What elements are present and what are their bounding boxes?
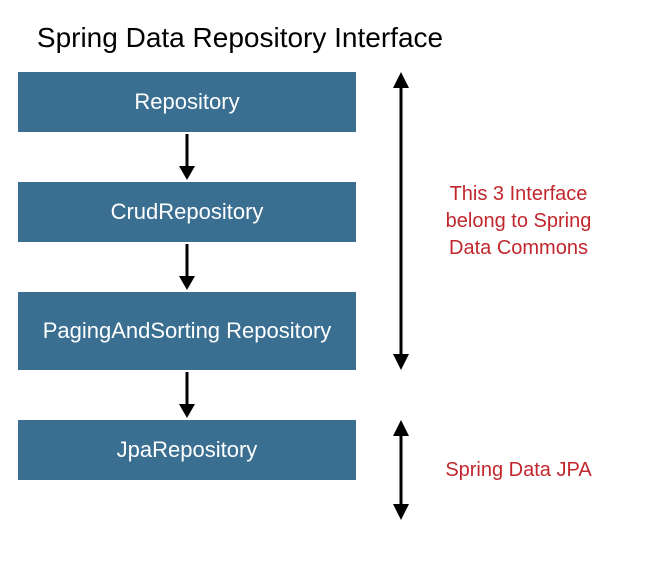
arrow-3 xyxy=(177,370,197,420)
boxes-column: Repository CrudRepository PagingAndSorti… xyxy=(18,72,356,480)
bracket-gap xyxy=(388,370,609,420)
box-jparepository: JpaRepository xyxy=(18,420,356,480)
box-repository: Repository xyxy=(18,72,356,132)
arrow-down-icon xyxy=(177,132,197,182)
double-arrow-icon xyxy=(388,72,414,370)
arrow-down-icon xyxy=(177,370,197,420)
arrow-down-icon xyxy=(177,242,197,292)
box-pagingandsorting: PagingAndSorting Repository xyxy=(18,292,356,370)
arrow-2 xyxy=(177,242,197,292)
diagram-layout: Repository CrudRepository PagingAndSorti… xyxy=(0,72,650,520)
bracket-top-row: This 3 Interface belong to Spring Data C… xyxy=(388,72,609,370)
annotation-bottom: Spring Data JPA xyxy=(414,457,609,484)
annotation-top: This 3 Interface belong to Spring Data C… xyxy=(414,181,609,262)
bracket-bottom-row: Spring Data JPA xyxy=(388,420,609,520)
page-title: Spring Data Repository Interface xyxy=(0,0,480,72)
brackets-column: This 3 Interface belong to Spring Data C… xyxy=(356,72,609,520)
double-arrow-icon xyxy=(388,420,414,520)
box-crudrepository: CrudRepository xyxy=(18,182,356,242)
arrow-1 xyxy=(177,132,197,182)
